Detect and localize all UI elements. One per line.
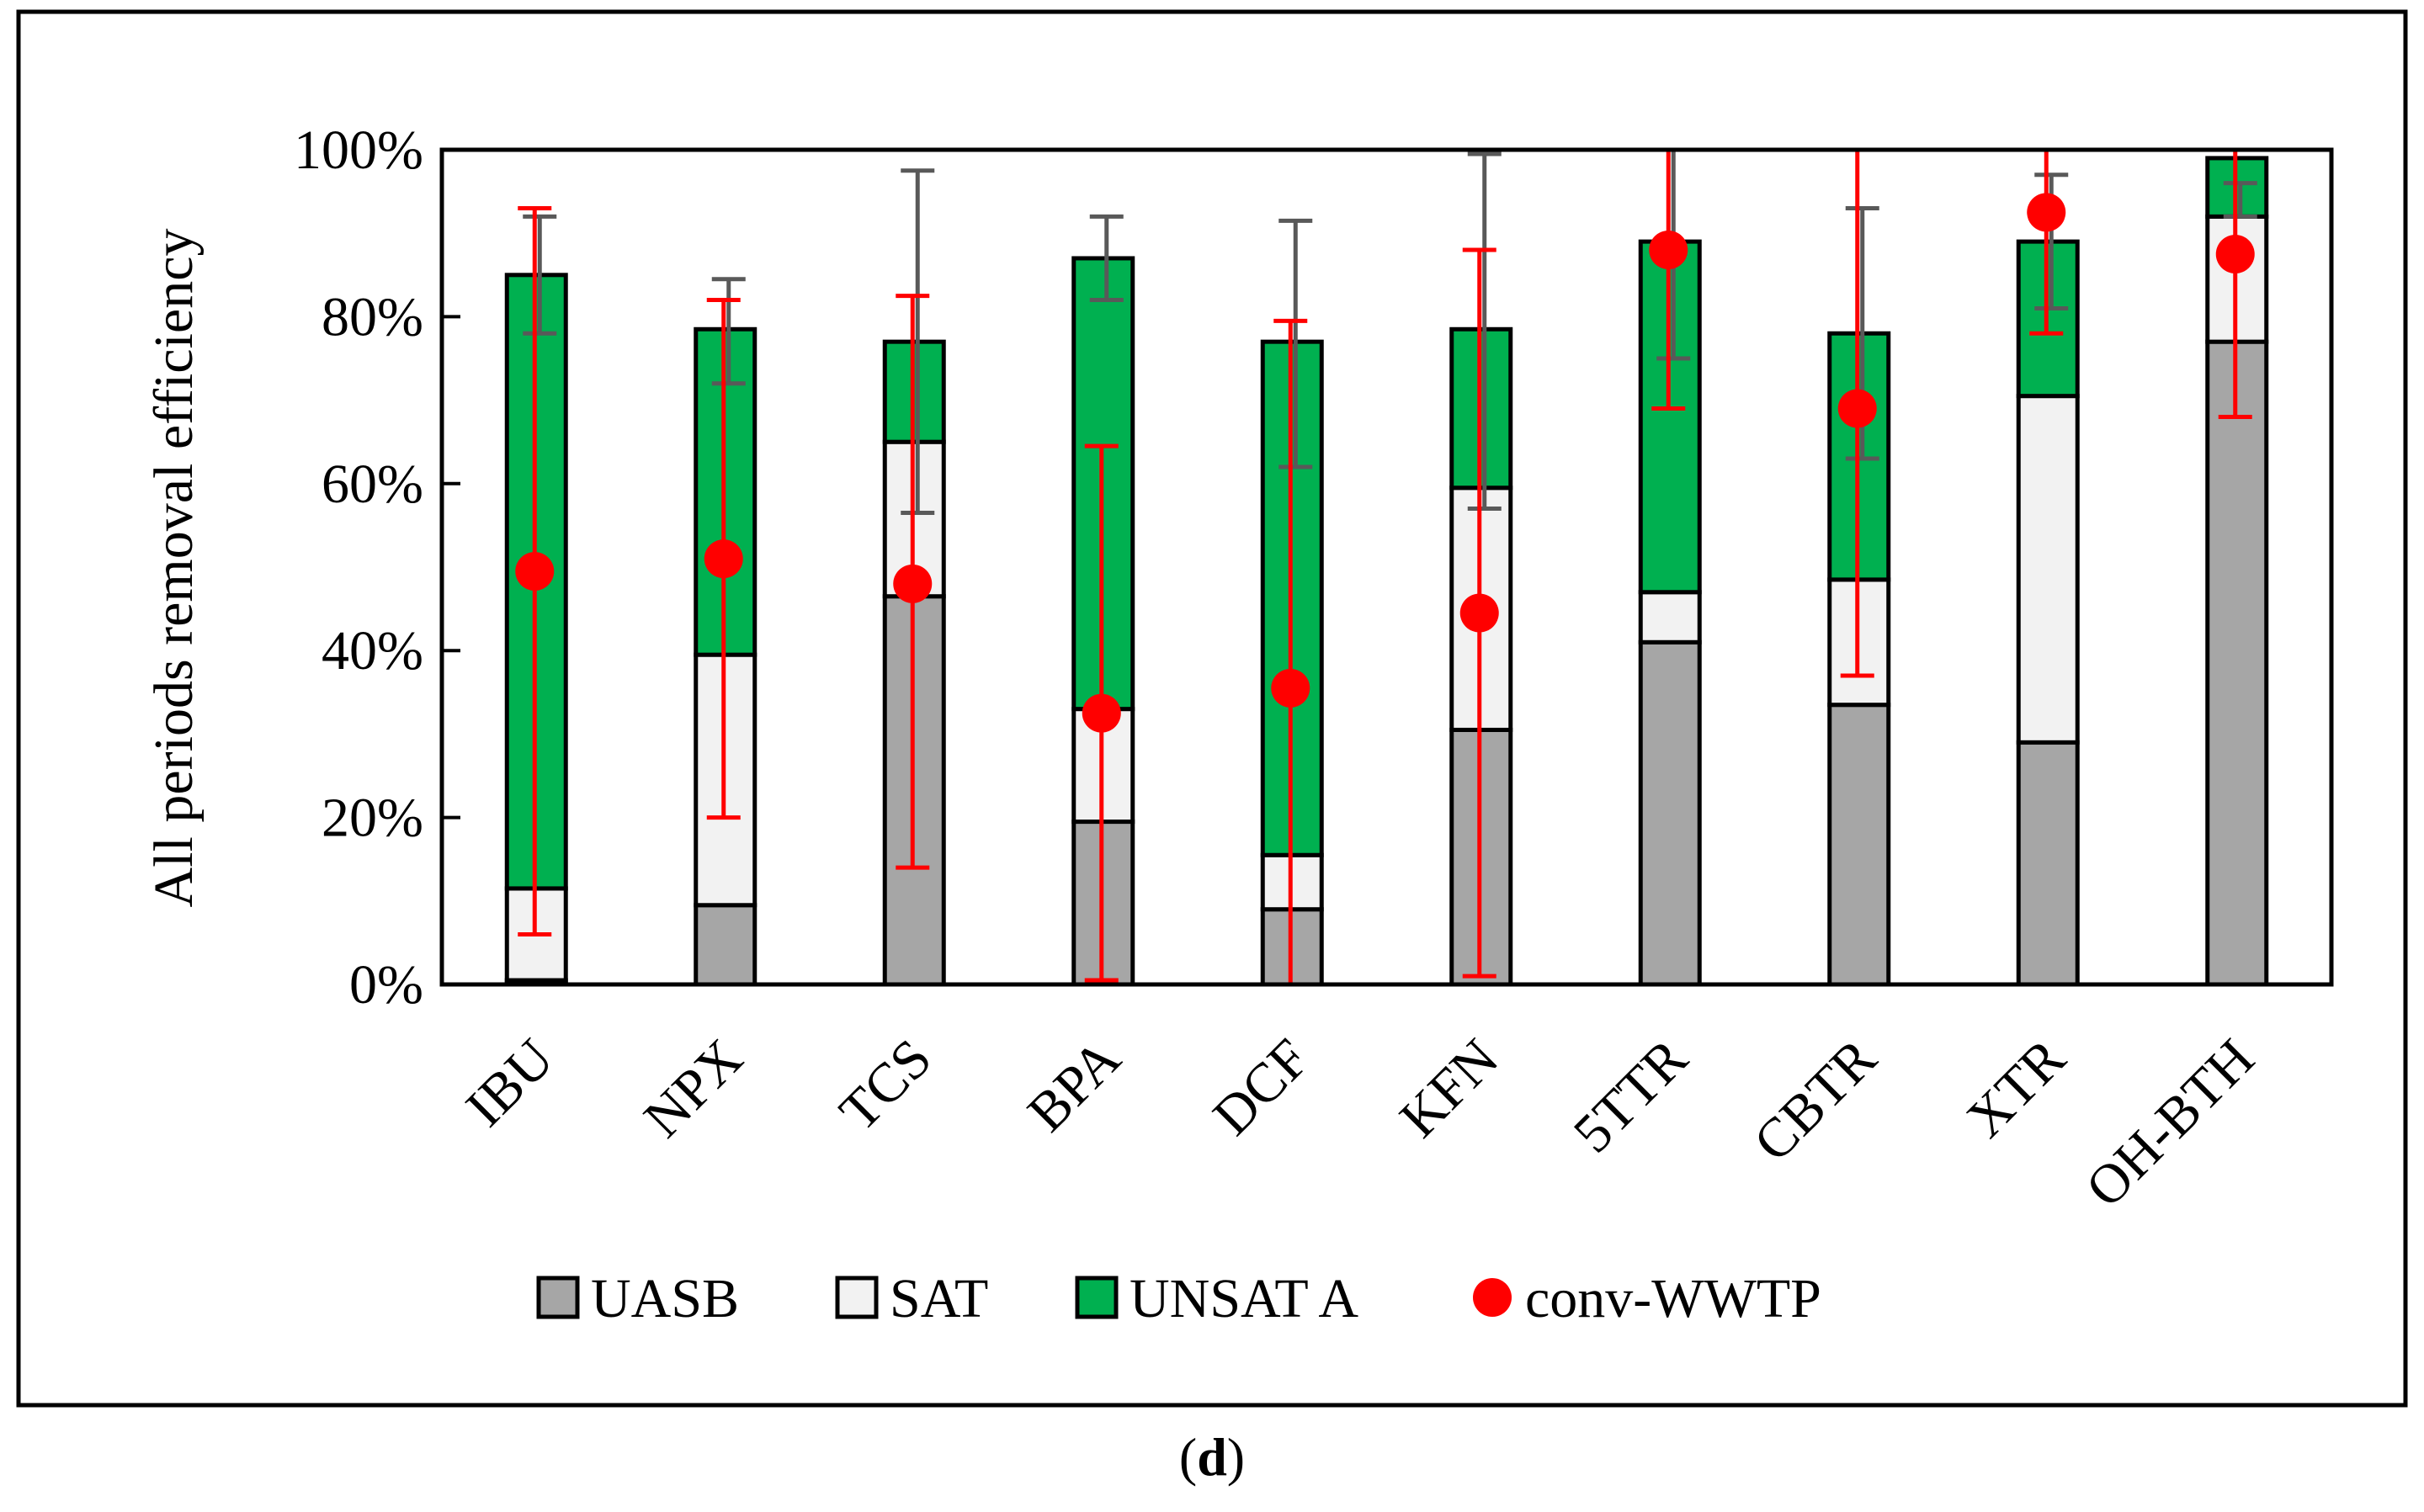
conv-wwtp-point xyxy=(1082,693,1121,733)
caption-open: ( xyxy=(1178,1427,1198,1487)
y-tick-label: 40% xyxy=(322,620,423,682)
legend-label: SAT xyxy=(890,1268,988,1329)
y-tick-label: 0% xyxy=(349,954,423,1016)
conv-wwtp-point xyxy=(2027,193,2066,232)
caption-letter: d xyxy=(1197,1427,1227,1487)
y-tick-label: 100% xyxy=(294,119,423,181)
conv-wwtp-point xyxy=(515,551,555,591)
legend-swatch xyxy=(1473,1278,1512,1317)
y-tick-label: 20% xyxy=(322,788,423,849)
conv-wwtp-point xyxy=(1649,231,1688,270)
figure-caption: (d) xyxy=(0,1426,2424,1488)
legend-label: UASB xyxy=(591,1268,739,1329)
bar-uasb xyxy=(1827,703,1891,987)
y-axis-label: All periods removal efficiency xyxy=(143,229,205,908)
bar-sat xyxy=(2016,394,2080,745)
legend: UASB SAT UNSAT A conv-WWTP xyxy=(536,1268,1821,1329)
bar-uasb xyxy=(2016,740,2080,987)
legend-label: UNSAT A xyxy=(1130,1268,1358,1329)
conv-wwtp-point xyxy=(2215,235,2255,273)
conv-wwtp-point xyxy=(893,564,933,603)
bar-uasb xyxy=(2205,339,2269,987)
legend-label: conv-WWTP xyxy=(1525,1268,1821,1329)
legend-swatch xyxy=(835,1276,879,1319)
y-tick-label: 60% xyxy=(322,454,423,515)
y-tick-label: 80% xyxy=(322,286,423,347)
legend-swatch xyxy=(1075,1276,1119,1319)
plot-border xyxy=(439,147,2334,987)
caption-close: ) xyxy=(1226,1427,1246,1487)
conv-wwtp-point xyxy=(1271,668,1310,708)
conv-wwtp-point xyxy=(1837,389,1877,428)
conv-wwtp-point xyxy=(1459,593,1499,633)
bar-uasb xyxy=(694,903,758,987)
conv-wwtp-point xyxy=(704,539,743,579)
bar-uasb xyxy=(1638,639,1702,987)
legend-swatch xyxy=(536,1276,580,1319)
bar-sat xyxy=(1638,590,1702,645)
